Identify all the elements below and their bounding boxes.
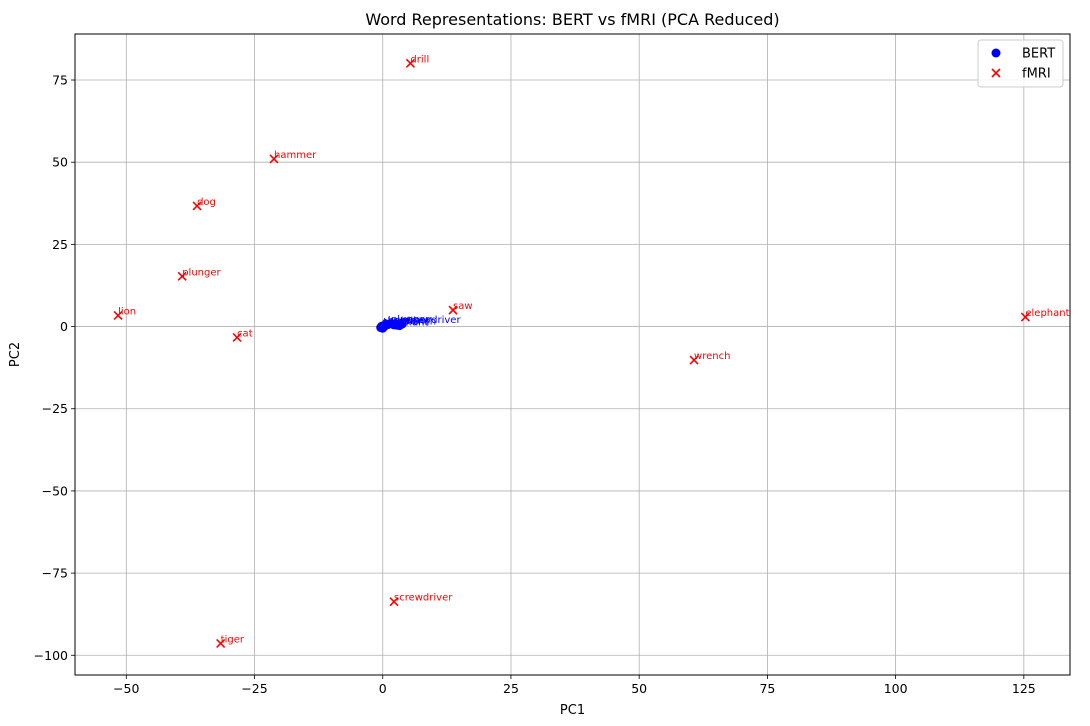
bert-point-label: tiger [383, 317, 407, 328]
axis-ticks: −50 −25 0 25 50 75 100 125 −100 −75 −50 −25 0 25 50 75 [34, 73, 1036, 696]
fmri-point [389, 597, 399, 607]
y-tick-label: 50 [52, 155, 68, 170]
fmri-point [405, 58, 415, 68]
bert-point-label: wrench [400, 317, 436, 328]
data-points [113, 58, 1030, 649]
x-tick-label: −50 [113, 681, 139, 696]
x-tick-label: −25 [241, 681, 267, 696]
y-tick-label: −100 [34, 648, 68, 663]
fmri-point-label: drill [410, 54, 429, 65]
fmri-point-label: plunger [182, 267, 221, 278]
fmri-point [113, 310, 123, 320]
bert-point-label: lion [383, 319, 401, 330]
x-tick-label: 25 [503, 681, 519, 696]
bert-point [397, 319, 407, 329]
fmri-point [689, 355, 699, 365]
legend-bert-label: BERT [1022, 47, 1055, 62]
fmri-point-label: dog [197, 197, 216, 208]
y-axis-title: PC2 [8, 342, 23, 367]
fmri-point [448, 305, 458, 315]
chart-title: Word Representations: BERT vs fMRI (PCA … [365, 10, 779, 29]
plot-area [74, 33, 1071, 676]
y-tick-label: −25 [42, 401, 68, 416]
fmri-point-label: wrench [694, 351, 730, 362]
bert-point-label: elephant [384, 318, 428, 329]
y-tick-label: 75 [52, 73, 68, 88]
bert-point-label: cat [382, 317, 398, 328]
y-tick-label: −50 [42, 483, 68, 498]
x-tick-label: 0 [379, 681, 387, 696]
y-tick-label: −75 [42, 566, 68, 581]
x-tick-label: 125 [1012, 681, 1036, 696]
fmri-point [269, 154, 279, 164]
fmri-point [177, 271, 187, 281]
y-tick-label: 25 [52, 237, 68, 252]
bert-point-label: plunger [391, 315, 430, 326]
grid [75, 34, 1070, 675]
fmri-point [232, 332, 242, 342]
bert-point-label: drill [397, 316, 416, 327]
bert-point-label: hammer [388, 316, 431, 327]
fmri-point [216, 638, 226, 649]
x-tick-label: 100 [884, 681, 908, 696]
fmri-point-label: hammer [274, 150, 317, 161]
x-tick-label: 75 [759, 681, 775, 696]
point-labels: dogcatliontigerelephanthammerplungersawd… [118, 54, 1070, 645]
fmri-point [1020, 312, 1030, 322]
x-tick-label: 50 [631, 681, 647, 696]
fmri-point [192, 201, 202, 211]
legend-fmri-label: fMRI [1022, 67, 1051, 82]
fmri-point-label: cat [237, 328, 253, 339]
fmri-point-label: elephant [1025, 308, 1069, 319]
fmri-point-label: saw [453, 301, 473, 312]
x-axis-title: PC1 [560, 703, 585, 718]
fmri-point-label: lion [118, 306, 136, 317]
legend-fmri-marker [991, 68, 1001, 78]
bert-point-label: screwdriver [402, 315, 461, 326]
fmri-point-label: tiger [221, 634, 245, 645]
bert-point-label: saw [394, 316, 414, 327]
legend: BERT fMRI [977, 39, 1064, 88]
y-tick-label: 0 [60, 319, 68, 334]
fmri-point-label: screwdriver [394, 593, 453, 604]
bert-point-label: dog [381, 319, 400, 330]
legend-bert-marker [991, 48, 1001, 58]
